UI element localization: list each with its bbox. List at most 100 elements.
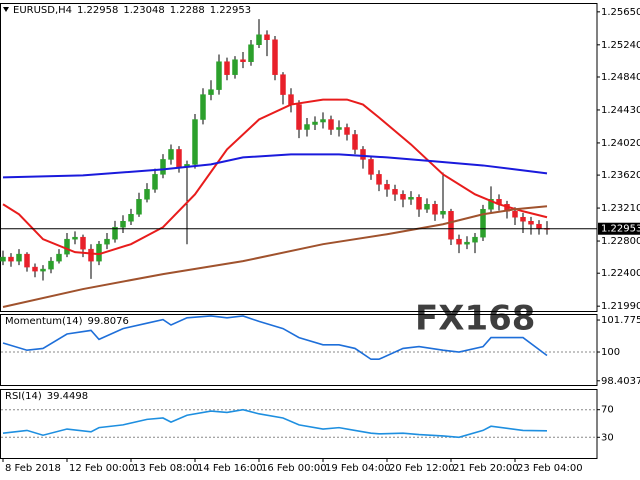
- candle-body: [288, 94, 294, 105]
- candle-body: [456, 238, 462, 245]
- indicator-line: [2, 315, 548, 361]
- indicator-value: 39.4498: [47, 391, 88, 402]
- x-tick-label: 23 Feb 04:00: [517, 463, 583, 474]
- candle-body: [248, 44, 254, 62]
- y-tick-label: 1.23620: [601, 170, 640, 181]
- candle-body: [368, 159, 374, 175]
- candle-body: [80, 236, 86, 250]
- panel-frame: [0, 389, 598, 459]
- candle-body: [208, 89, 214, 95]
- candle-body: [264, 34, 270, 41]
- y-tick-label: 1.24020: [601, 138, 640, 149]
- x-tick-label: 20 Feb 12:00: [389, 463, 455, 474]
- panel-frame: [0, 3, 598, 312]
- candle-body: [520, 216, 526, 222]
- candle-body: [240, 59, 246, 62]
- candle-body: [8, 256, 14, 262]
- candle-body: [488, 199, 494, 210]
- candle-body: [112, 226, 118, 240]
- ohlc-value: 1.22958: [77, 5, 118, 16]
- candle-body: [472, 236, 478, 243]
- candle-body: [224, 61, 230, 75]
- candle-body: [424, 204, 430, 210]
- candle-body: [144, 189, 150, 200]
- candle-body: [128, 214, 134, 222]
- indicator-value: 99.8076: [88, 316, 129, 327]
- candle-body: [448, 211, 454, 240]
- x-tick-label: 12 Feb 00:00: [69, 463, 135, 474]
- indicator-name: Momentum(14): [5, 316, 83, 327]
- candle-body: [40, 268, 46, 272]
- collapse-arrow: [3, 7, 9, 12]
- current-price-box: [598, 222, 640, 235]
- indicator-legend: Momentum(14) 99.8076: [5, 316, 129, 327]
- chart-title: EURUSD,H4: [13, 5, 72, 16]
- candle-body: [440, 211, 446, 215]
- candle-body: [416, 197, 422, 210]
- indicator-name: RSI(14): [5, 391, 42, 402]
- candle-body: [104, 238, 110, 245]
- candle-body: [56, 253, 62, 262]
- panel-frame: [0, 314, 598, 386]
- candle-body: [64, 238, 70, 255]
- candle-body: [32, 266, 38, 272]
- candle-body: [360, 149, 366, 160]
- y-tick-label: 1.23210: [601, 203, 640, 214]
- candle-body: [160, 159, 166, 175]
- candle-body: [392, 189, 398, 195]
- moving-average: [2, 98, 548, 256]
- x-tick-label: 19 Feb 04:00: [325, 463, 391, 474]
- candle-body: [200, 94, 206, 120]
- candle-body: [432, 204, 438, 215]
- candle-body: [136, 199, 142, 215]
- x-tick-label: 8 Feb 2018: [5, 463, 61, 474]
- y-tick-label: 1.22400: [601, 268, 640, 279]
- candle-body: [24, 253, 30, 268]
- candle-body: [336, 127, 342, 130]
- candle-body: [384, 184, 390, 190]
- candle-body: [176, 149, 182, 168]
- candle-body: [272, 39, 278, 75]
- chart-header: EURUSD,H4 1.22958 1.23048 1.2288 1.22953: [13, 5, 251, 16]
- candle-body: [408, 197, 414, 200]
- candle-body: [480, 209, 486, 238]
- candle-body: [168, 149, 174, 160]
- candle-body: [88, 248, 94, 262]
- candle-body: [48, 260, 54, 270]
- candle-body: [528, 221, 534, 225]
- candle-body: [72, 236, 78, 240]
- y-tick-label: 1.24430: [601, 105, 640, 116]
- candle-body: [312, 121, 318, 125]
- candle-body: [152, 174, 158, 190]
- candle-body: [512, 211, 518, 218]
- candle-body: [328, 119, 334, 130]
- y-tick-label: 1.22800: [601, 236, 640, 247]
- candle-body: [192, 119, 198, 165]
- ohlc-value: 1.22953: [210, 5, 251, 16]
- candle-body: [232, 59, 238, 75]
- y-tick-label: 1.24840: [601, 72, 640, 83]
- candle-body: [304, 124, 310, 130]
- x-tick-label: 16 Feb 00:00: [261, 463, 327, 474]
- candle-body: [344, 127, 350, 135]
- y-tick-label: 1.25650: [601, 7, 640, 18]
- y-tick-label: 1.21990: [601, 301, 640, 312]
- moving-average: [2, 205, 548, 308]
- y-tick-label: 1.25240: [601, 40, 640, 51]
- candle-body: [376, 174, 382, 185]
- current-price-label: 1.22953: [601, 224, 640, 235]
- candle-body: [216, 61, 222, 90]
- candle-body: [256, 34, 262, 45]
- candle-body: [296, 104, 302, 130]
- y-tick-label: 70: [601, 405, 614, 416]
- candle-body: [280, 74, 286, 95]
- y-tick-label: 98.4037: [601, 376, 640, 387]
- x-tick-label: 21 Feb 20:00: [453, 463, 519, 474]
- x-tick-label: 13 Feb 08:00: [133, 463, 199, 474]
- ohlc-value: 1.2288: [170, 5, 205, 16]
- watermark: FX168: [415, 299, 535, 339]
- y-tick-label: 100: [601, 347, 620, 358]
